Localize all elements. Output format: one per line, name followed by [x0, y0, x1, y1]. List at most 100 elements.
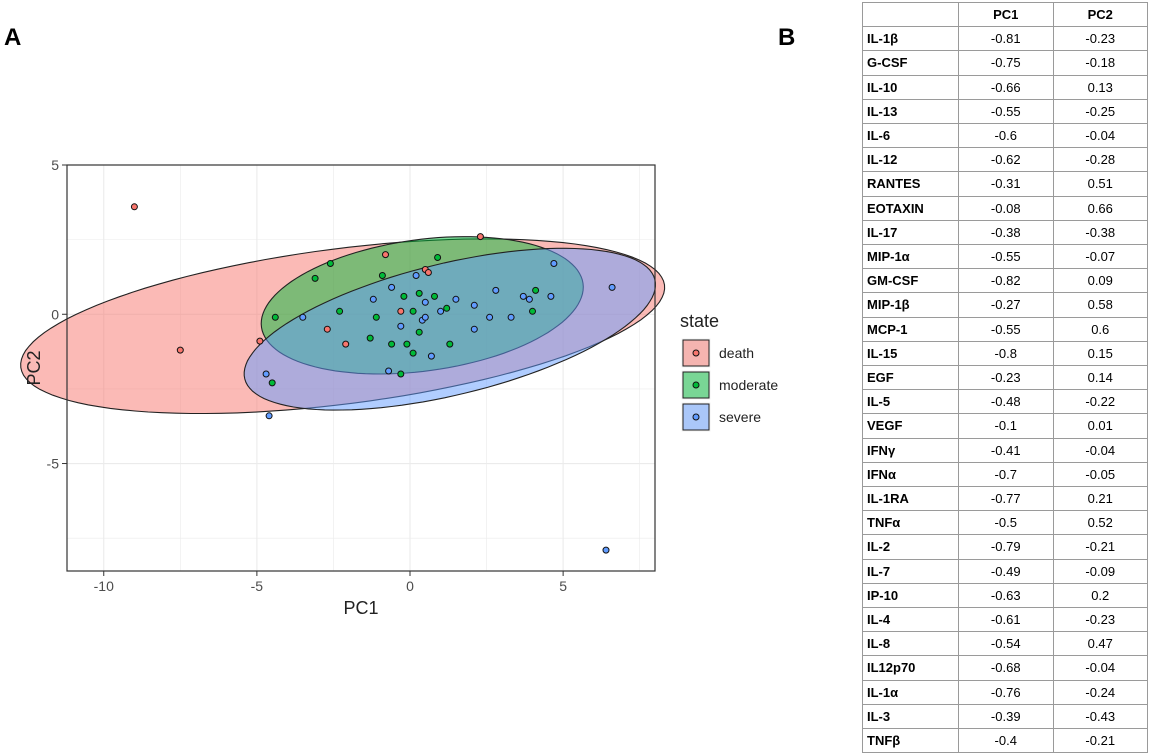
header-cell	[862, 1, 959, 28]
cytokine-name-cell: TNFα	[862, 510, 959, 536]
cytokine-name-cell: IL-10	[862, 74, 959, 100]
pc1-loading-cell: -0.1	[958, 413, 1054, 439]
y-axis-label: PC2	[24, 350, 44, 385]
y-tick-label: 5	[51, 157, 59, 173]
x-tick-label: 0	[406, 578, 414, 594]
table-row: IL-2 -0.79 -0.21	[862, 534, 1148, 560]
moderate-point	[326, 260, 334, 267]
pc1-loading-cell: -0.23	[958, 365, 1054, 391]
severe-point	[388, 283, 396, 291]
table-row: MCP-1 -0.55 0.6	[862, 316, 1148, 342]
pc1-loading-cell: -0.76	[958, 679, 1054, 705]
severe-point	[265, 412, 273, 420]
cytokine-name-cell: IL-5	[862, 389, 959, 415]
pc2-loading-cell: 0.58	[1052, 292, 1148, 318]
pc2-loading-cell: 0.09	[1052, 268, 1148, 294]
cytokine-name-cell: IL-4	[862, 607, 959, 633]
pc2-loading-cell: 0.47	[1052, 631, 1148, 657]
header-cell-pc1: PC1	[958, 1, 1054, 28]
pc2-loading-cell: -0.28	[1052, 147, 1148, 173]
legend-label-death: death	[719, 345, 754, 361]
death-point	[176, 346, 184, 354]
cytokine-name-cell: IL-12	[862, 147, 959, 173]
death-point	[424, 269, 432, 276]
severe-point	[525, 295, 533, 303]
x-tick-label: -10	[94, 578, 114, 594]
death-point	[130, 203, 138, 211]
cytokine-name-cell: IL-1α	[862, 679, 959, 705]
severe-point	[421, 313, 429, 321]
pc2-loading-cell: -0.43	[1052, 703, 1148, 730]
severe-point	[427, 352, 435, 360]
table-row: IP-10 -0.63 0.2	[862, 582, 1148, 609]
pc2-loading-cell: 0.6	[1052, 316, 1148, 342]
pc1-loading-cell: -0.79	[958, 534, 1054, 560]
header-cell-pc2: PC2	[1052, 1, 1148, 28]
cytokine-name-cell: IP-10	[862, 582, 959, 609]
pc2-loading-cell: 0.01	[1052, 413, 1148, 439]
pc1-loading-cell: -0.41	[958, 437, 1054, 463]
pc2-loading-cell: -0.23	[1052, 607, 1148, 633]
moderate-point	[268, 379, 276, 387]
moderate-point	[532, 286, 540, 294]
moderate-point	[431, 292, 438, 300]
confidence-ellipses	[20, 236, 666, 415]
axes: -10 -5 0 5 -5 0 5	[47, 157, 568, 594]
cytokine-name-cell: IL-2	[862, 534, 959, 560]
cytokine-name-cell: GM-CSF	[862, 268, 959, 294]
moderate-point	[366, 334, 374, 342]
table-row: IL-7 -0.49 -0.09	[862, 558, 1148, 584]
table-row: MIP-1α -0.55 -0.07	[862, 244, 1148, 270]
pc2-loading-cell: -0.04	[1052, 655, 1148, 681]
table-row: RANTES -0.31 0.51	[862, 171, 1148, 197]
cytokine-name-cell: MIP-1α	[862, 244, 959, 270]
table-row: IL-17 -0.38 -0.38	[862, 219, 1148, 246]
pc2-loading-cell: 0.13	[1052, 74, 1148, 100]
table-row: IL-1β -0.81 -0.23	[862, 26, 1148, 52]
death-point	[382, 251, 389, 259]
moderate-point	[388, 340, 396, 348]
pc1-loading-cell: -0.5	[958, 510, 1054, 536]
severe-point	[470, 301, 478, 309]
table-row: IFNγ -0.41 -0.04	[862, 437, 1148, 463]
pc1-loading-cell: -0.82	[958, 268, 1054, 294]
moderate-point	[443, 304, 451, 312]
legend-point-moderate	[692, 381, 700, 389]
severe-point	[299, 313, 307, 321]
cytokine-name-cell: IL-8	[862, 631, 959, 657]
cytokine-name-cell: RANTES	[862, 171, 959, 197]
severe-point	[369, 295, 377, 303]
pc1-loading-cell: -0.54	[958, 631, 1054, 657]
death-point	[342, 340, 350, 348]
pc2-loading-cell: -0.07	[1052, 244, 1148, 270]
pc1-loading-cell: -0.55	[958, 244, 1054, 270]
pc2-loading-cell: 0.66	[1052, 195, 1148, 221]
x-axis-label: PC1	[343, 598, 378, 618]
pc2-loading-cell: -0.04	[1052, 437, 1148, 463]
table-row: IL-5 -0.48 -0.22	[862, 389, 1148, 415]
pc1-loading-cell: -0.68	[958, 655, 1054, 681]
pc1-loading-cell: -0.27	[958, 292, 1054, 318]
pc1-loading-cell: -0.7	[958, 461, 1054, 488]
severe-point	[385, 367, 393, 375]
table-row: G-CSF -0.75 -0.18	[862, 50, 1148, 76]
table-row: EOTAXIN -0.08 0.66	[862, 195, 1148, 221]
moderate-point	[397, 370, 405, 378]
table-row: IL-10 -0.66 0.13	[862, 74, 1148, 100]
severe-point	[507, 313, 515, 321]
pc1-loading-cell: -0.81	[958, 26, 1054, 52]
pc1-loading-cell: -0.61	[958, 607, 1054, 633]
moderate-point	[529, 307, 536, 315]
pc1-loading-cell: -0.77	[958, 486, 1054, 512]
table-row: VEGF -0.1 0.01	[862, 413, 1148, 439]
moderate-point	[336, 307, 344, 315]
table-row: GM-CSF -0.82 0.09	[862, 268, 1148, 294]
pc1-loading-cell: -0.8	[958, 340, 1054, 367]
panel-label-a: A	[4, 24, 22, 51]
legend: state death moderate severe	[680, 311, 778, 433]
severe-point	[519, 292, 527, 300]
severe-point	[550, 260, 558, 267]
moderate-point	[403, 340, 411, 348]
cytokine-name-cell: IL-1β	[862, 26, 959, 52]
y-tick-label: 0	[51, 306, 59, 322]
